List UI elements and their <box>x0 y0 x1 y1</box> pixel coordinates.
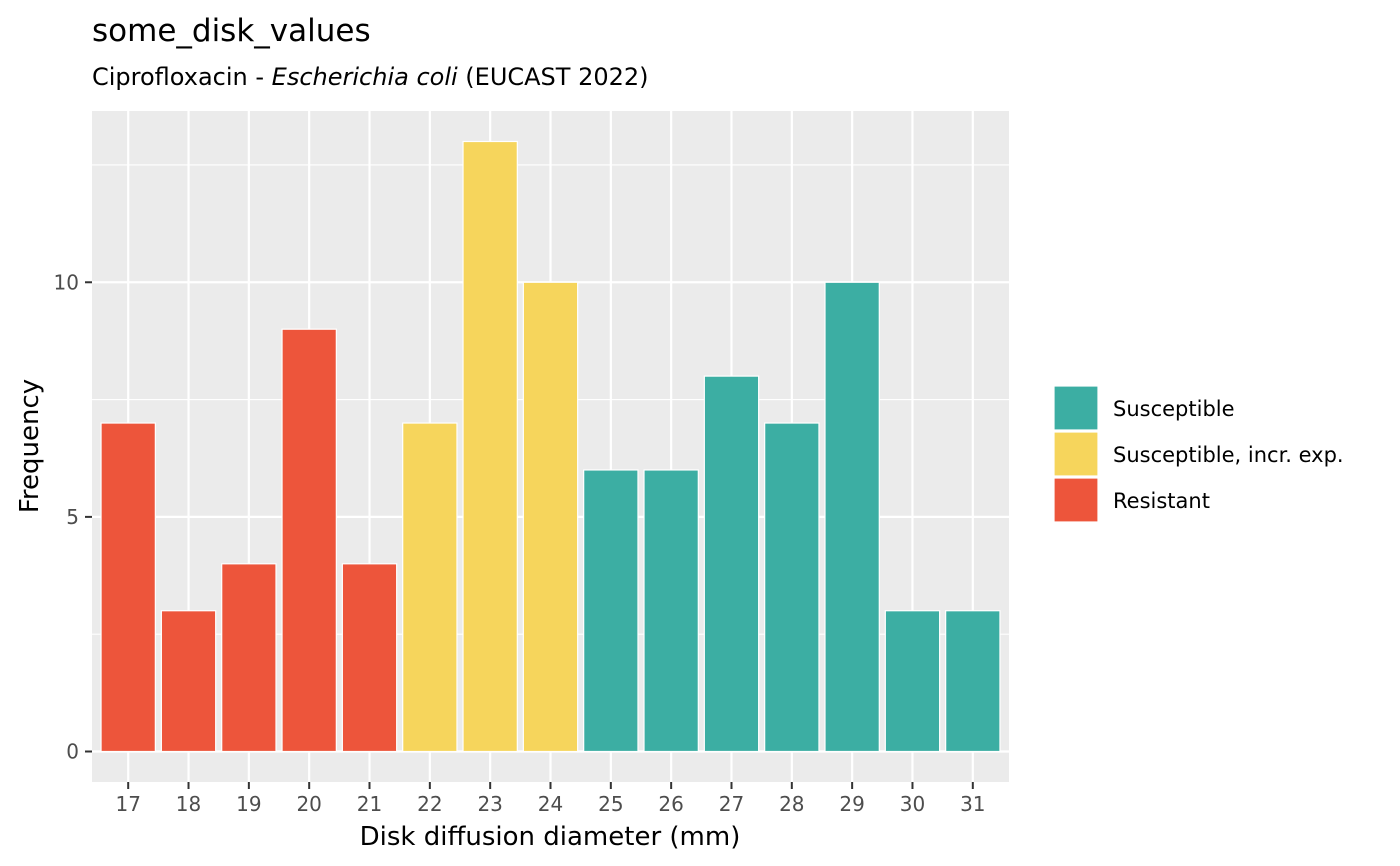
y-tick-label: 0 <box>66 740 79 764</box>
bars <box>100 140 1001 753</box>
bar-22 <box>402 422 458 753</box>
chart-title: some_disk_values <box>92 13 371 49</box>
chart-subtitle: Ciprofloxacin - Escherichia coli (EUCAST… <box>92 63 649 91</box>
x-tick-label: 22 <box>417 792 442 816</box>
legend-label: Resistant <box>1113 489 1210 513</box>
bar-18 <box>160 610 217 753</box>
y-axis: 0 5 10 <box>54 270 92 764</box>
x-tick-label: 26 <box>658 792 683 816</box>
bar-19 <box>221 563 277 753</box>
x-tick-label: 28 <box>779 792 804 816</box>
bar-28 <box>764 422 820 753</box>
subtitle-drug: Ciprofloxacin - <box>92 63 272 91</box>
bar-21 <box>341 563 398 753</box>
legend-key <box>1053 477 1099 523</box>
x-axis-title: Disk diffusion diameter (mm) <box>360 822 741 852</box>
x-tick-label: 18 <box>176 792 201 816</box>
x-tick-label: 21 <box>357 792 382 816</box>
bar-24 <box>522 281 579 753</box>
bar-30 <box>884 610 941 753</box>
legend-label: Susceptible, incr. exp. <box>1113 443 1344 467</box>
x-tick-label: 25 <box>598 792 623 816</box>
bar-25 <box>583 469 639 753</box>
legend-label: Susceptible <box>1113 397 1235 421</box>
x-tick-label: 30 <box>900 792 925 816</box>
x-tick-label: 31 <box>960 792 985 816</box>
legend-key <box>1053 385 1099 431</box>
x-tick-label: 27 <box>719 792 744 816</box>
x-tick-label: 23 <box>477 792 502 816</box>
legend-key <box>1053 431 1099 477</box>
subtitle-guideline: (EUCAST 2022) <box>458 63 649 91</box>
bar-29 <box>824 281 880 753</box>
subtitle-organism: Escherichia coli <box>272 63 458 91</box>
bar-27 <box>703 375 760 753</box>
bar-17 <box>100 422 156 753</box>
x-axis: 17 18 19 20 21 22 23 24 25 26 27 28 29 30 31 <box>115 782 986 816</box>
bar-26 <box>643 469 699 753</box>
bar-23 <box>462 140 518 753</box>
legend: Susceptible Susceptible, incr. exp. Resist… <box>1053 385 1344 523</box>
bar-20 <box>281 328 337 753</box>
y-tick-label: 5 <box>66 505 79 529</box>
x-tick-label: 24 <box>538 792 563 816</box>
x-tick-label: 20 <box>296 792 321 816</box>
x-tick-label: 17 <box>115 792 140 816</box>
y-axis-title: Frequency <box>15 379 45 513</box>
x-tick-label: 19 <box>236 792 261 816</box>
bar-31 <box>945 610 1001 753</box>
x-tick-label: 29 <box>839 792 864 816</box>
y-tick-label: 10 <box>54 270 79 294</box>
